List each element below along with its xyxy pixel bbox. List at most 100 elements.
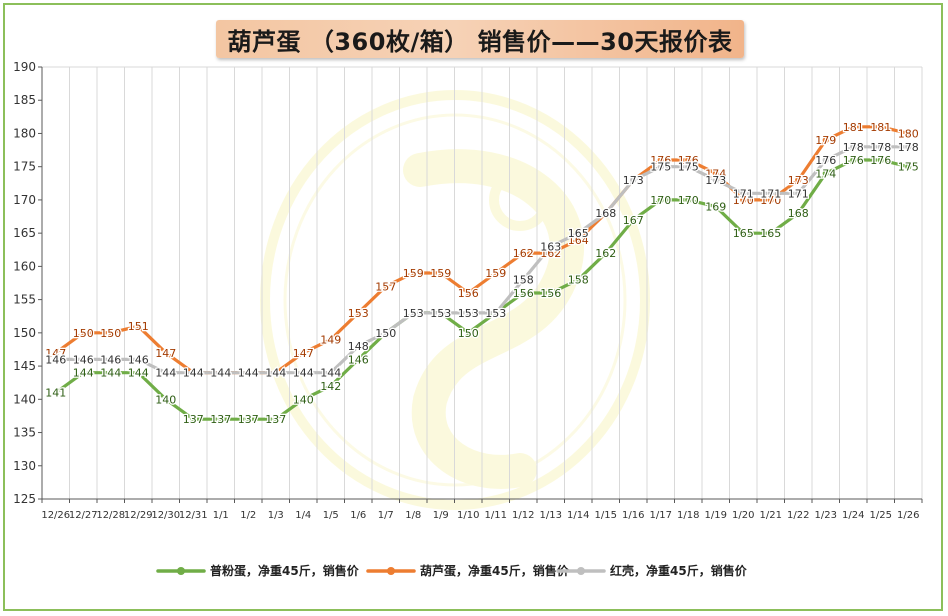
x-tick-label: 1/6 bbox=[350, 510, 366, 521]
data-point bbox=[684, 162, 693, 171]
data-point bbox=[271, 415, 280, 424]
x-tick-label: 12/27 bbox=[69, 510, 98, 521]
data-label: 146 bbox=[128, 353, 149, 366]
chart-frame bbox=[3, 3, 943, 611]
data-label: 151 bbox=[128, 320, 149, 333]
data-label: 146 bbox=[348, 353, 369, 366]
x-tick-label: 1/2 bbox=[240, 510, 256, 521]
data-label: 153 bbox=[348, 307, 369, 320]
data-point bbox=[519, 249, 528, 257]
data-label: 173 bbox=[788, 174, 809, 187]
data-point bbox=[299, 368, 308, 377]
data-label: 144 bbox=[238, 367, 259, 380]
data-label: 174 bbox=[815, 167, 836, 180]
y-tick-label: 140 bbox=[13, 392, 36, 406]
data-label: 146 bbox=[100, 353, 121, 366]
data-point bbox=[51, 355, 60, 364]
data-label: 176 bbox=[650, 154, 671, 167]
data-label: 176 bbox=[815, 154, 836, 167]
data-point bbox=[766, 189, 775, 198]
data-label: 140 bbox=[155, 393, 176, 406]
x-tick-label: 1/5 bbox=[323, 510, 339, 521]
x-tick-label: 1/16 bbox=[622, 510, 644, 521]
data-label: 162 bbox=[513, 247, 534, 260]
data-point bbox=[629, 215, 638, 224]
data-label: 144 bbox=[210, 367, 231, 380]
data-label: 150 bbox=[458, 327, 479, 340]
data-point bbox=[436, 269, 445, 277]
data-point bbox=[79, 368, 88, 377]
data-point bbox=[354, 342, 363, 351]
y-tick-label: 165 bbox=[13, 226, 36, 240]
data-label: 169 bbox=[705, 201, 726, 214]
x-tick-label: 1/15 bbox=[595, 510, 617, 521]
legend-swatch-marker bbox=[387, 567, 395, 575]
data-label: 141 bbox=[45, 387, 66, 400]
data-point bbox=[464, 328, 473, 337]
x-tick-label: 1/10 bbox=[457, 510, 479, 521]
data-label: 171 bbox=[760, 187, 781, 200]
data-point bbox=[904, 162, 913, 171]
data-label: 146 bbox=[45, 353, 66, 366]
data-label: 162 bbox=[595, 247, 616, 260]
data-label: 178 bbox=[870, 141, 891, 154]
data-point bbox=[79, 355, 88, 364]
y-tick-label: 130 bbox=[13, 459, 36, 473]
data-label: 173 bbox=[705, 174, 726, 187]
data-point bbox=[546, 242, 555, 251]
data-point bbox=[766, 229, 775, 238]
data-label: 176 bbox=[870, 154, 891, 167]
series-line-3 bbox=[54, 145, 910, 375]
data-point bbox=[519, 275, 528, 284]
data-label: 144 bbox=[293, 367, 314, 380]
data-label: 170 bbox=[760, 194, 781, 207]
data-label: 178 bbox=[898, 141, 919, 154]
data-point bbox=[849, 122, 858, 131]
axes: 125 130 135 140 145 150 155 160 165 170 175 180 185 1… bbox=[13, 60, 923, 521]
data-point bbox=[354, 355, 363, 364]
data-point bbox=[51, 388, 60, 397]
x-tick-label: 1/1 bbox=[213, 510, 229, 521]
data-point bbox=[134, 355, 143, 364]
data-point bbox=[904, 129, 913, 138]
x-tick-label: 1/7 bbox=[378, 510, 394, 521]
data-point bbox=[189, 368, 198, 377]
legend-label: 葫芦蛋，净重45斤，销售价 bbox=[420, 563, 570, 578]
data-point bbox=[106, 368, 115, 377]
grid-lines bbox=[41, 66, 923, 499]
x-tick-label: 12/28 bbox=[96, 510, 125, 521]
data-label: 150 bbox=[375, 327, 396, 340]
data-point bbox=[739, 189, 748, 198]
data-label: 179 bbox=[815, 134, 836, 147]
data-point bbox=[491, 309, 500, 317]
data-label: 153 bbox=[403, 307, 424, 320]
data-point bbox=[794, 176, 803, 184]
data-label: 170 bbox=[678, 194, 699, 207]
data-point bbox=[106, 355, 115, 364]
data-point bbox=[684, 196, 693, 204]
data-label: 144 bbox=[73, 367, 94, 380]
data-point bbox=[904, 142, 913, 151]
y-tick-label: 180 bbox=[13, 126, 36, 140]
data-label: 164 bbox=[568, 234, 589, 247]
legend-swatch-marker bbox=[177, 567, 185, 575]
x-tick-label: 1/11 bbox=[485, 510, 507, 521]
data-point bbox=[629, 176, 638, 184]
data-point bbox=[656, 196, 665, 204]
data-label: 144 bbox=[265, 367, 286, 380]
data-label: 163 bbox=[540, 240, 561, 253]
data-label: 173 bbox=[623, 174, 644, 187]
data-label: 175 bbox=[650, 161, 671, 174]
data-point bbox=[409, 269, 418, 277]
data-label: 168 bbox=[595, 207, 616, 220]
x-tick-label: 12/29 bbox=[124, 510, 153, 521]
data-point bbox=[244, 415, 253, 424]
y-tick-label: 145 bbox=[13, 359, 36, 373]
data-label: 176 bbox=[843, 154, 864, 167]
y-tick-label: 175 bbox=[13, 160, 36, 174]
x-tick-label: 1/26 bbox=[897, 510, 919, 521]
data-label: 174 bbox=[705, 167, 726, 180]
data-point bbox=[106, 328, 115, 337]
data-label: 170 bbox=[733, 194, 754, 207]
